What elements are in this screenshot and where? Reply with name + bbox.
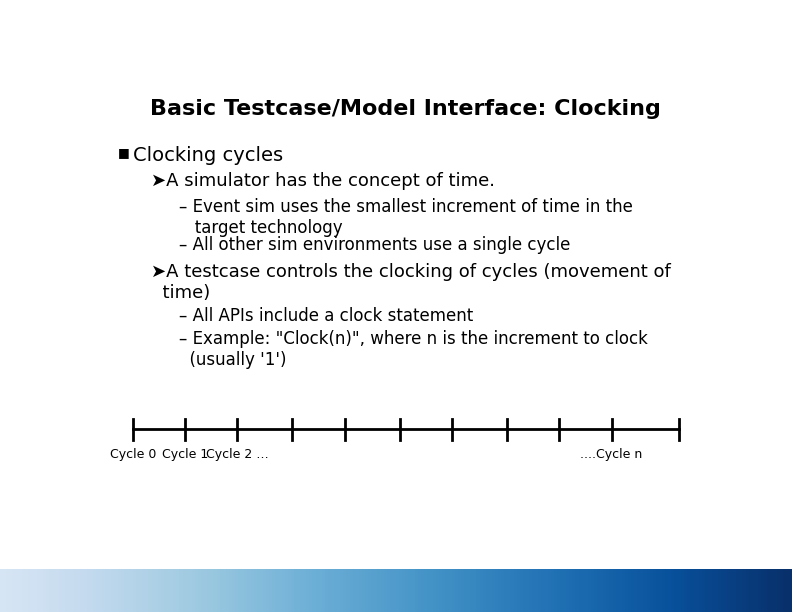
Text: – All other sim environments use a single cycle: – All other sim environments use a singl…	[179, 236, 570, 254]
Text: – Event sim uses the smallest increment of time in the
   target technology: – Event sim uses the smallest increment …	[179, 198, 633, 237]
Text: ➤A simulator has the concept of time.: ➤A simulator has the concept of time.	[151, 173, 495, 190]
Text: – All APIs include a clock statement: – All APIs include a clock statement	[179, 307, 473, 325]
Text: Clocking cycles: Clocking cycles	[133, 146, 283, 165]
Text: Cycle 2 …: Cycle 2 …	[206, 448, 268, 461]
Text: ■: ■	[118, 146, 129, 160]
Text: – Example: "Clock(n)", where n is the increment to clock
  (usually '1'): – Example: "Clock(n)", where n is the in…	[179, 330, 648, 369]
Text: ....Cycle n: ....Cycle n	[581, 448, 642, 461]
Text: Cycle 0: Cycle 0	[109, 448, 156, 461]
Text: ➤A testcase controls the clocking of cycles (movement of
  time): ➤A testcase controls the clocking of cyc…	[151, 263, 671, 302]
Text: Cycle 1: Cycle 1	[162, 448, 208, 461]
Text: Basic Testcase/Model Interface: Clocking: Basic Testcase/Model Interface: Clocking	[150, 99, 661, 119]
